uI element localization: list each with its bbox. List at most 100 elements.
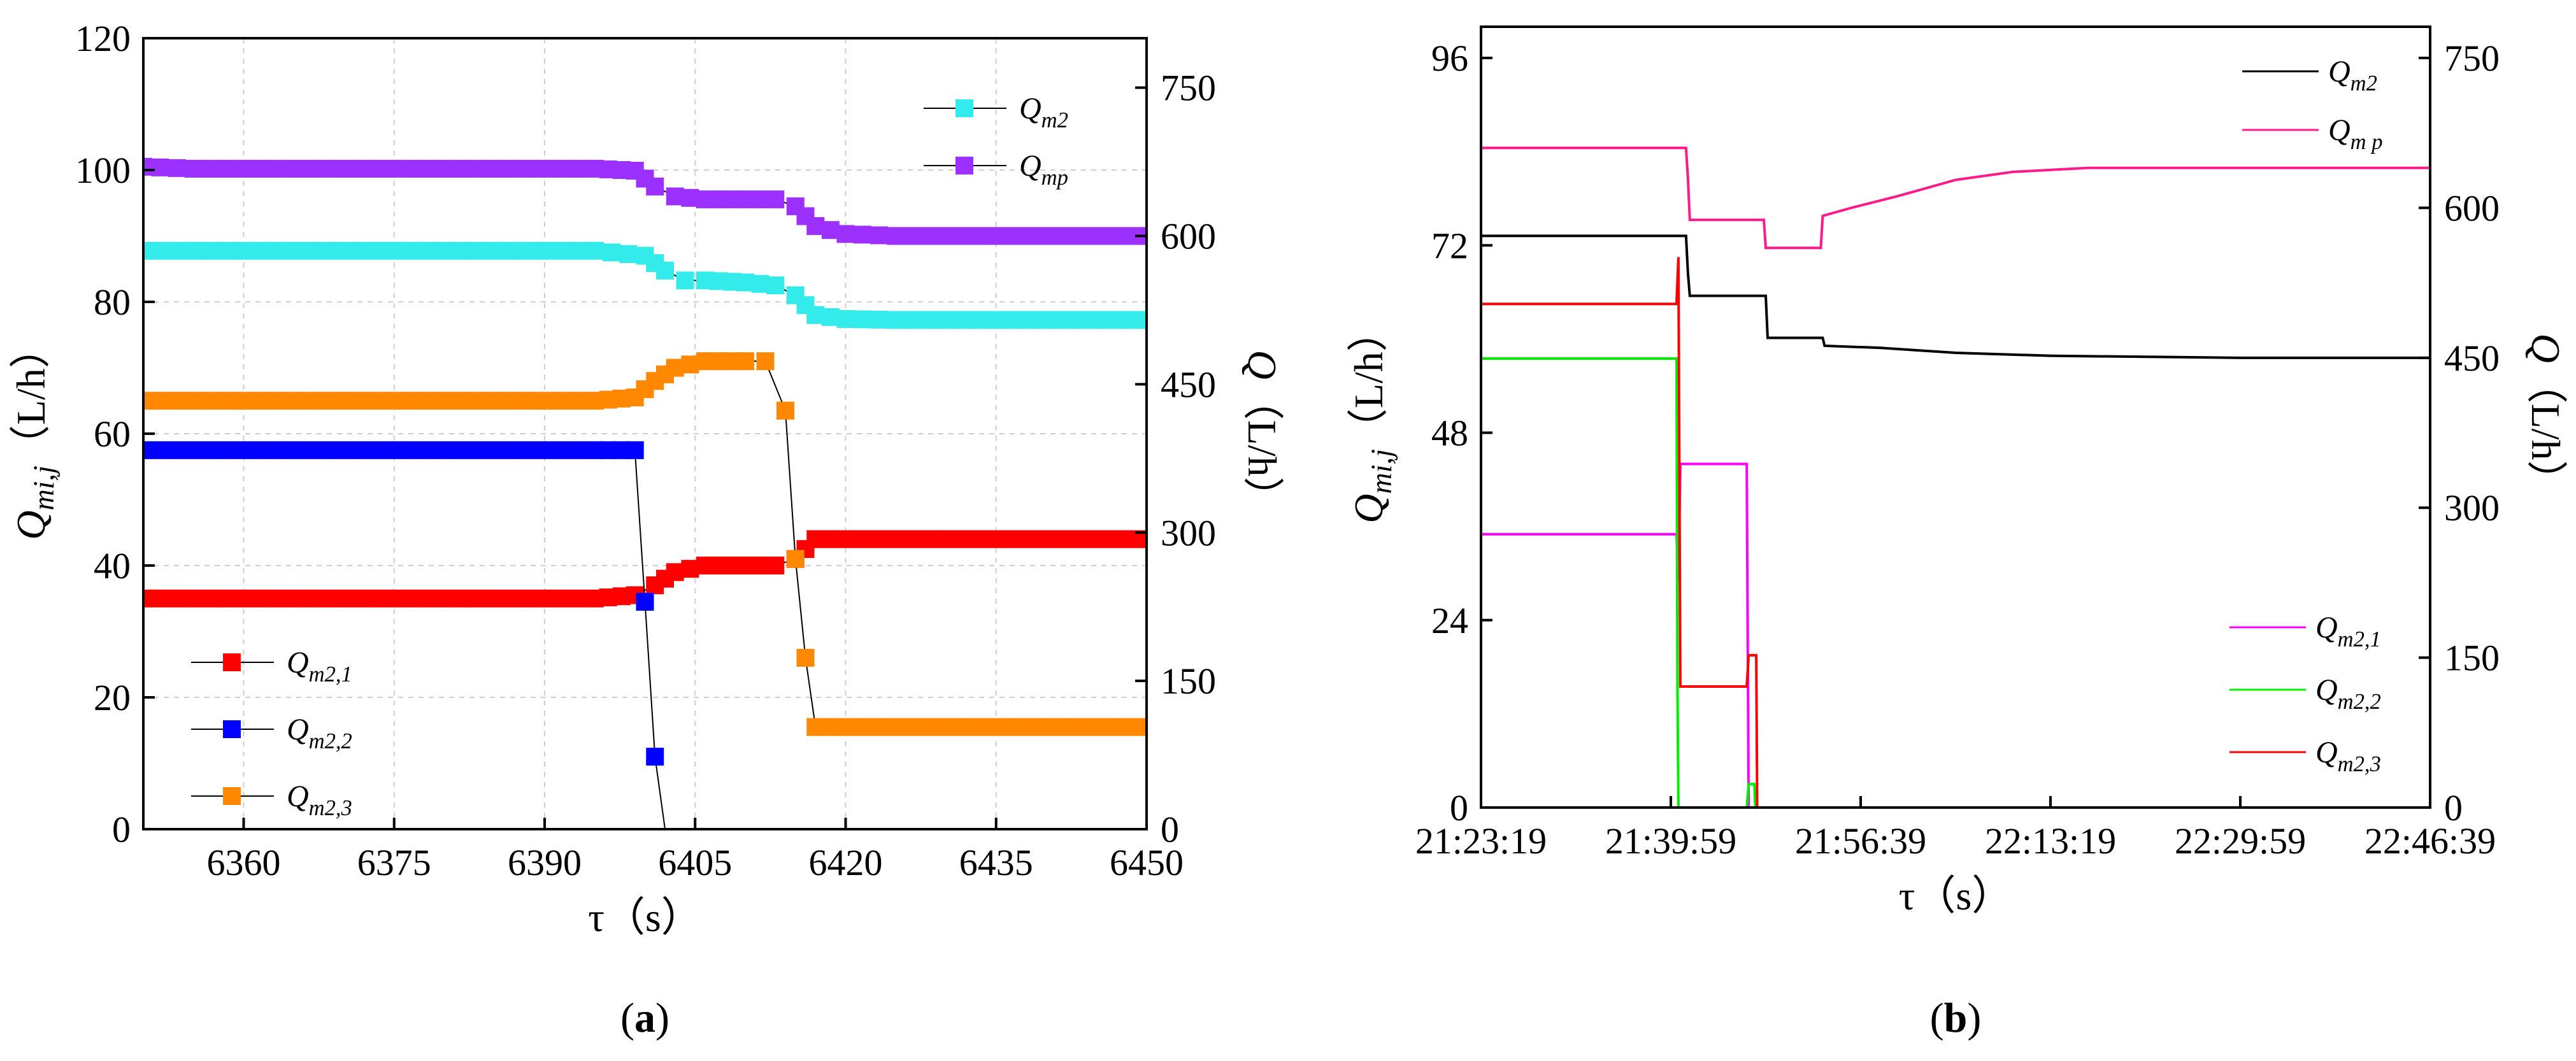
legend-marker [223, 720, 241, 738]
series-q-m2-marker [656, 261, 674, 280]
series-q-m2-marker [502, 241, 520, 260]
series-q-m2-3-marker [184, 392, 203, 410]
series-q-m2-3-marker [1004, 718, 1022, 736]
series-q-m2-marker [368, 241, 387, 260]
legend-label: Qm2 [2328, 55, 2377, 96]
x-tick-label: 6450 [1110, 842, 1184, 883]
y-right-tick-label: 0 [1161, 809, 1179, 850]
series-q-m2-marker [536, 241, 554, 260]
series-q-m2-2-marker [536, 441, 554, 459]
series-q-m2-3-marker [502, 392, 520, 410]
series-q-m2-3-marker [536, 392, 554, 410]
series-q-mp-marker [485, 159, 504, 178]
series-q-m2-marker [987, 311, 1005, 329]
series-q-mp-marker [903, 227, 922, 245]
series-q-m2-3-marker [1120, 718, 1139, 736]
legend-label: Qm2,2 [2315, 673, 2381, 714]
series-q-m2-3-marker [234, 392, 253, 410]
x-tick-label: 6360 [207, 842, 281, 883]
series-q-m2-marker [1004, 311, 1022, 329]
series-q-mp-marker [821, 221, 840, 239]
series-q-m2-marker [143, 241, 152, 260]
series-q-m2-3-marker [318, 392, 336, 410]
series-q-m2-marker [1020, 311, 1039, 329]
series-q-m2-marker [806, 306, 825, 324]
series-q-m2-1-marker [751, 557, 769, 574]
legend-label-sub: m2,1 [309, 662, 352, 687]
series-q-mp-marker [268, 159, 286, 178]
series-q-mp-marker [681, 189, 699, 207]
series-q-mp-marker [970, 227, 989, 245]
series-q-m2-marker [970, 311, 989, 329]
series-q-m2-3-marker [1054, 718, 1072, 736]
series-q-m2-1-marker [536, 589, 554, 608]
series-q-m2-3-marker [887, 718, 905, 736]
plot-frame [1480, 25, 2431, 809]
series-q-m2-marker [1054, 311, 1072, 329]
series-q-mp-marker [234, 159, 253, 178]
series-q-m2-3-marker [151, 392, 169, 410]
series-q-m2-marker [937, 311, 955, 329]
series-q-m2-3-marker [920, 718, 938, 736]
series-q-m2-1-marker [151, 589, 169, 608]
series-q-m2-1-marker [352, 589, 370, 608]
series-q-m2-3-marker [806, 718, 825, 736]
series-q-m2-2-marker [569, 441, 587, 459]
series-q-m2-1-marker [681, 560, 699, 578]
x-tick-label: 21:23:19 [1415, 820, 1547, 862]
series-q-m2-2-marker [368, 441, 387, 459]
legend-label-sub: m2,3 [309, 796, 352, 820]
series-q-mp-marker [1004, 227, 1022, 245]
series-q-m2-2-line [143, 449, 666, 829]
x-axis-label: τ（s） [588, 895, 702, 940]
y-right-axis-label-unit: （L/h） [1240, 380, 1285, 518]
series-q-m2-marker [1037, 311, 1055, 329]
series-q-mp-marker [552, 159, 571, 178]
x-axis-label: τ（s） [1899, 873, 2013, 918]
series-q-m2-3-marker [402, 392, 420, 410]
y-right-tick-label: 0 [2444, 787, 2463, 829]
legend-label-main: Q [2315, 736, 2338, 769]
y-left-axis-label-sub: mi,j [27, 466, 60, 510]
panel-caption-close: ) [655, 995, 669, 1041]
panel-caption-open: ( [1930, 995, 1944, 1041]
panel-caption: (b) [1930, 995, 1982, 1041]
series-q-m2-3-line [1481, 257, 2430, 808]
series-q-m2-3-marker [552, 392, 571, 410]
y-right-axis-label-main: Q [1240, 350, 1285, 379]
series-q-m2-2-marker [285, 441, 303, 459]
y-right-tick-label: 600 [1161, 216, 1216, 257]
series-q-mp-marker [646, 177, 664, 196]
chart-panel-b: 21:23:19 21:39:59 21:56:39 22:13:19 22:29:59… [1346, 25, 2568, 1041]
series-q-m2-marker [1071, 311, 1089, 329]
series-q-m2-marker [619, 245, 638, 263]
x-tick-label: 21:56:39 [1795, 820, 1926, 862]
series-q-m2-3-marker [519, 392, 537, 410]
series-q-m2-2-marker [452, 441, 470, 459]
y-left-tick-label: 72 [1431, 225, 1468, 266]
series-q-m2-3-marker [836, 718, 855, 736]
legend-marker [223, 653, 241, 671]
y-left-axis-label-unit: （L/h） [8, 327, 54, 466]
series-q-m2-marker [435, 241, 454, 260]
series-q-m2-marker [234, 241, 253, 260]
x-tick-label: 6390 [508, 842, 582, 883]
legend-label: Qm p [2328, 113, 2383, 154]
series-q-m2-1-marker [201, 589, 219, 608]
series-q-m2-2-marker [519, 441, 537, 459]
legend-label-main: Q [2315, 673, 2338, 707]
series-q-m2-marker [751, 274, 769, 293]
legend-label: Qmp [1019, 149, 1068, 190]
series-q-m2-1-marker [766, 557, 785, 574]
panel-caption: (a) [620, 995, 669, 1041]
series-group [143, 157, 1147, 829]
series-q-m2-1-marker [1004, 530, 1022, 548]
series-q-mp-marker [1071, 227, 1089, 245]
series-q-m2-2-marker [184, 441, 203, 459]
series-q-m2-marker [736, 273, 754, 292]
legend-label-main: Q [2328, 113, 2351, 147]
series-q-m2-1-marker [887, 530, 905, 548]
series-q-m2-1-marker [836, 530, 855, 548]
x-tick-label: 22:13:19 [1985, 820, 2116, 862]
series-q-m2-marker [1087, 311, 1106, 329]
